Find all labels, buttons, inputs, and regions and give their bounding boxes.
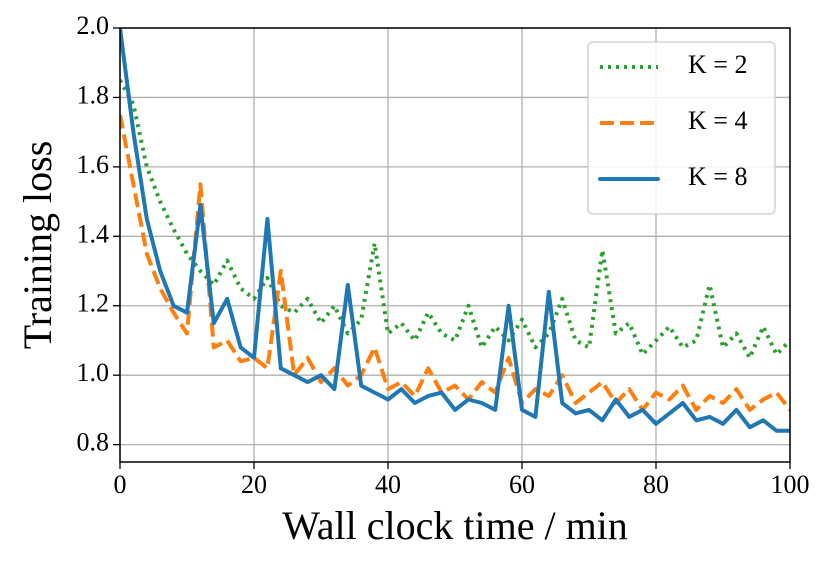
y-tick-label: 0.8: [77, 428, 110, 457]
y-tick-label: 1.2: [77, 289, 110, 318]
y-axis-label: Training loss: [15, 141, 60, 350]
series-line: [120, 28, 790, 433]
y-tick-label: 1.4: [77, 219, 110, 248]
y-tick-label: 1.0: [77, 358, 110, 387]
x-tick-label: 40: [375, 470, 401, 499]
x-axis-label: Wall clock time / min: [282, 503, 628, 548]
series-line: [120, 114, 790, 412]
series-line: [120, 79, 790, 360]
x-tick-label: 60: [509, 470, 535, 499]
plot-frame: [119, 27, 791, 463]
x-tick-label: 100: [771, 470, 810, 499]
legend-label: K = 8: [688, 162, 747, 191]
legend-box: [587, 41, 776, 215]
y-tick-label: 1.8: [77, 80, 110, 109]
x-tick-label: 0: [114, 470, 127, 499]
legend-label: K = 4: [688, 106, 747, 135]
y-tick-label: 2.0: [77, 11, 110, 40]
y-tick-label: 1.6: [77, 150, 110, 179]
x-tick-label: 80: [643, 470, 669, 499]
legend-label: K = 2: [688, 50, 747, 79]
x-tick-label: 20: [241, 470, 267, 499]
